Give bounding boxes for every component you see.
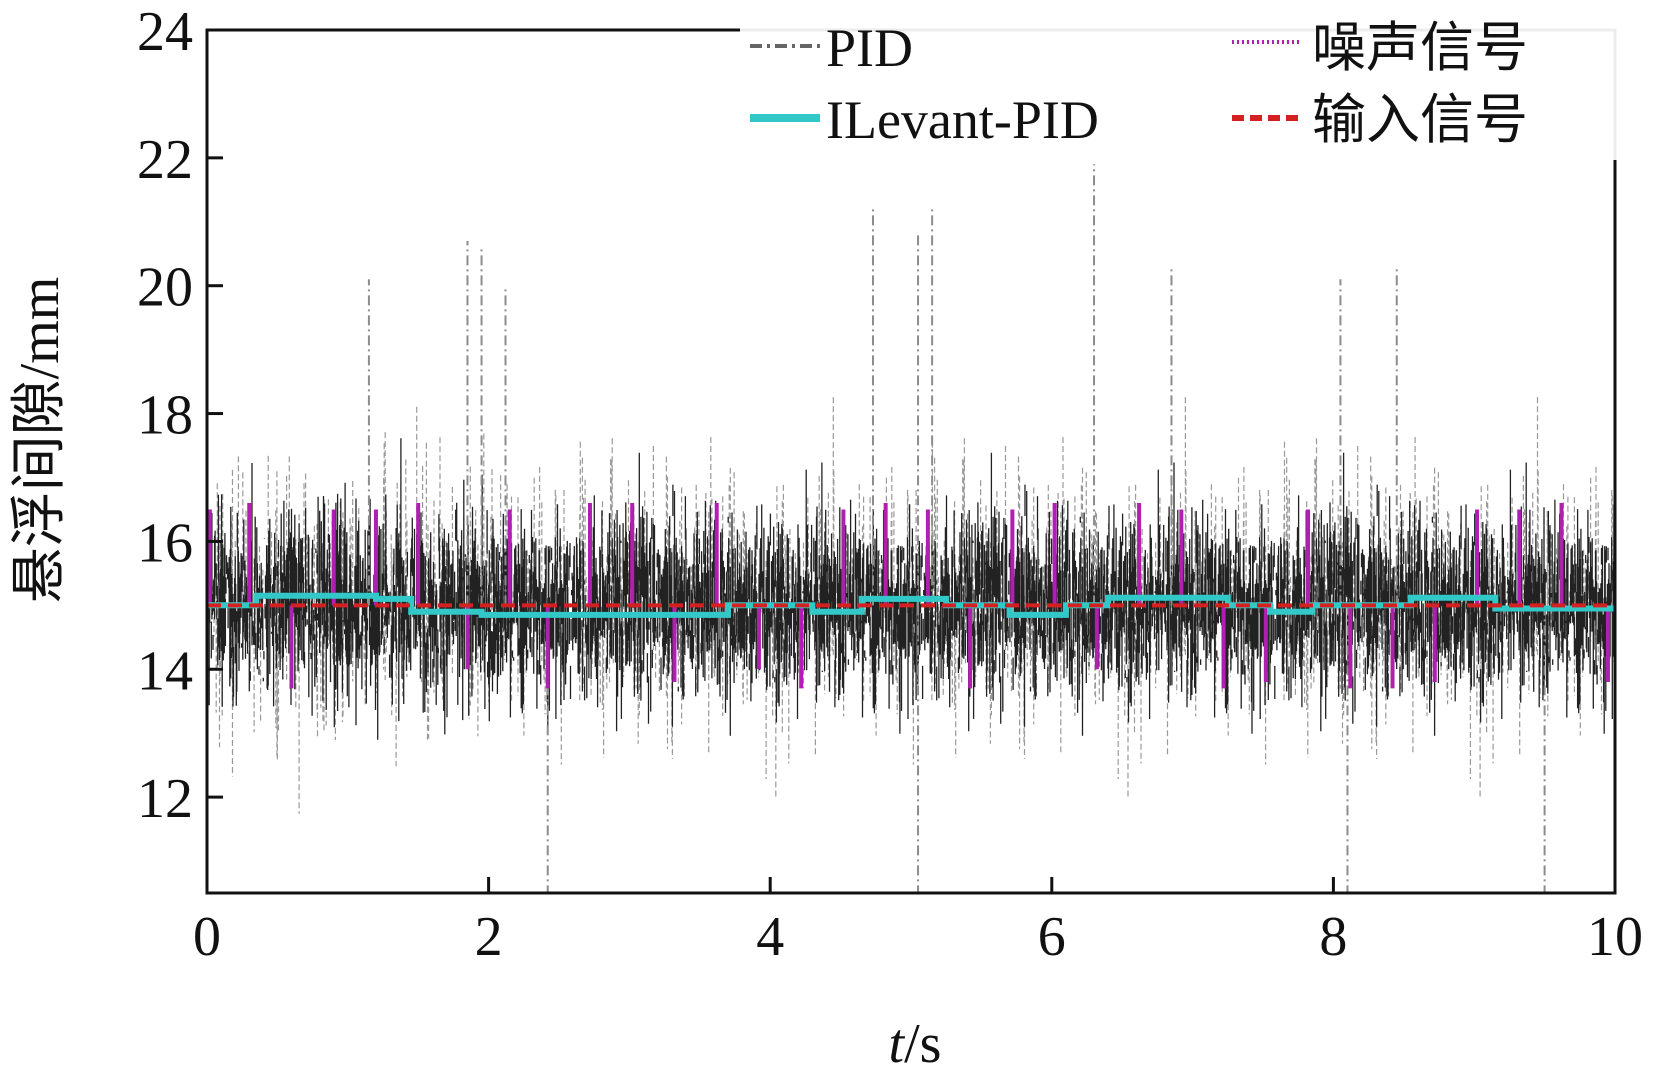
series-group bbox=[207, 164, 1615, 893]
x-axis-label-variable: t bbox=[889, 1013, 906, 1075]
x-tick-label-2: 4 bbox=[756, 906, 784, 968]
legend-label-ilevant-pid: ILevant-PID bbox=[826, 90, 1099, 150]
x-tick-label-5: 10 bbox=[1587, 906, 1643, 968]
x-axis-label-unit: /s bbox=[904, 1013, 941, 1075]
x-axis-label: t/s bbox=[889, 1013, 942, 1075]
ilevant-pid-line bbox=[207, 592, 1615, 618]
y-tick-label-5: 22 bbox=[137, 129, 193, 191]
data-layer bbox=[207, 164, 1615, 893]
y-axis-label: 悬浮间隙/mm bbox=[9, 277, 71, 604]
legend: PID ILevant-PID 噪声信号 输入信号 bbox=[740, 18, 1620, 160]
legend-label-input: 输入信号 bbox=[1312, 90, 1528, 150]
legend-background bbox=[740, 20, 1620, 160]
legend-label-pid: PID bbox=[826, 18, 913, 78]
x-tick-label-1: 2 bbox=[475, 906, 503, 968]
y-tick-label-0: 12 bbox=[137, 768, 193, 830]
y-tick-label-4: 20 bbox=[137, 257, 193, 319]
y-tick-label-3: 18 bbox=[137, 385, 193, 447]
y-tick-label-1: 14 bbox=[137, 640, 193, 702]
y-tick-label-6: 24 bbox=[137, 1, 193, 63]
x-tick-label-0: 0 bbox=[193, 906, 221, 968]
x-tick-label-4: 8 bbox=[1319, 906, 1347, 968]
legend-label-noise: 噪声信号 bbox=[1312, 18, 1528, 78]
y-tick-label-2: 16 bbox=[137, 512, 193, 574]
x-tick-label-3: 6 bbox=[1038, 906, 1066, 968]
